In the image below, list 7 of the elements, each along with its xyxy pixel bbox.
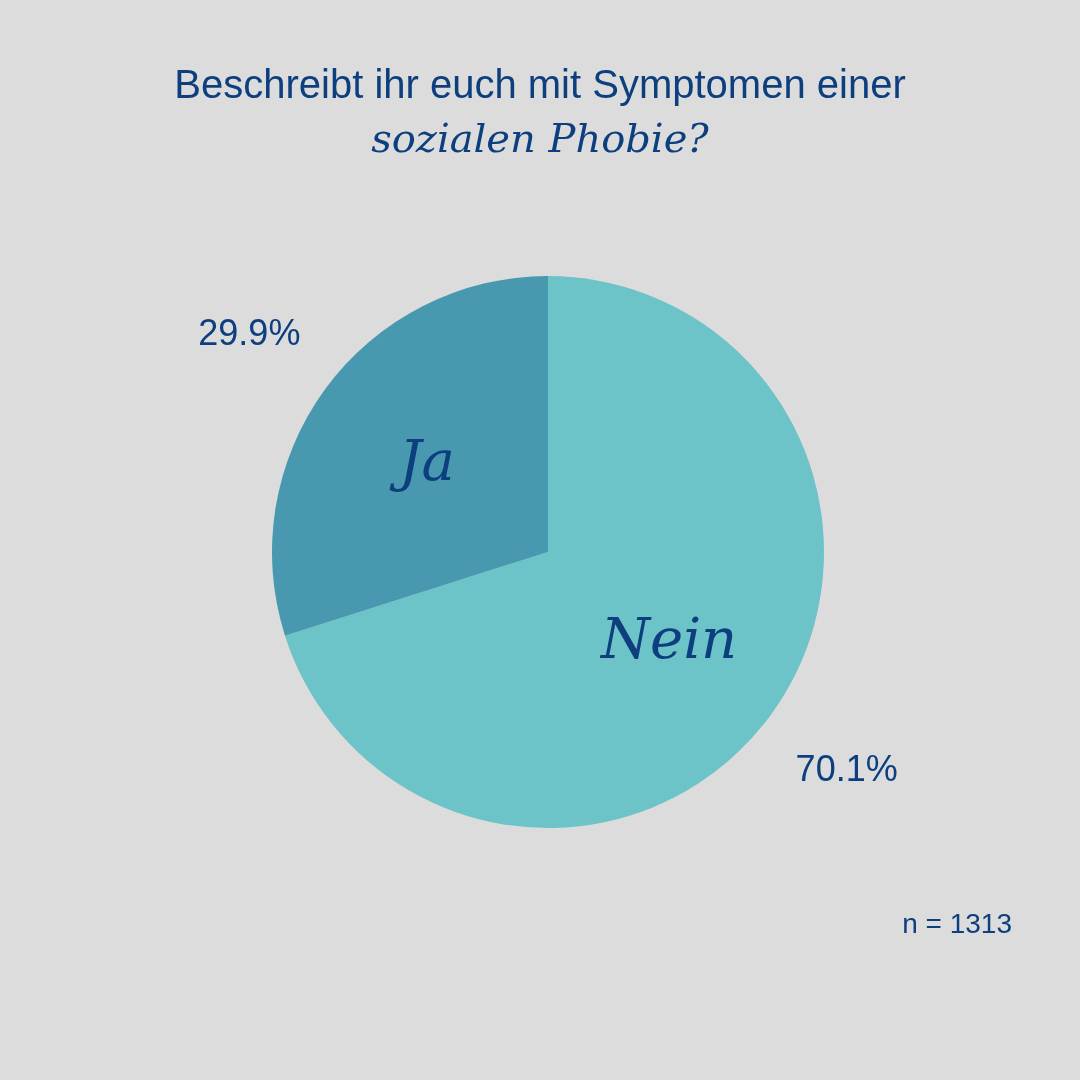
slice-label: Ja [389,428,455,494]
chart-subtitle: sozialen Phobie? [371,115,710,161]
data-label: 70.1% [795,748,898,790]
chart-title: Beschreibt ihr euch mit Symptomen einer [174,62,906,106]
slice-label: Nein [599,605,738,671]
data-label: 29.9% [198,311,301,353]
text: n = 1313 [902,908,1012,939]
